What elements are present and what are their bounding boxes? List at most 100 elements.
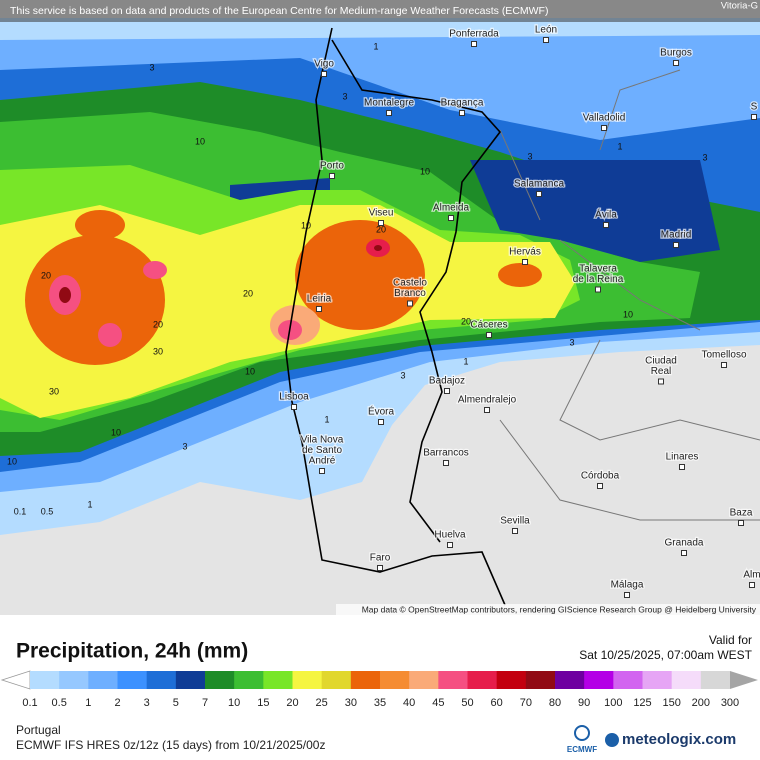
city-marker [522, 259, 528, 265]
contour-label: 1 [87, 499, 92, 509]
colorbar-tick-label: 0.5 [52, 697, 67, 709]
colorbar-cell [205, 671, 235, 689]
city-marker [386, 110, 392, 116]
attribution: Map data © OpenStreetMap contributors, r… [362, 604, 757, 614]
brand-logo [605, 733, 619, 747]
city-label: Faro [370, 553, 391, 564]
colorbar-tick-label: 90 [578, 697, 590, 709]
colorbar-cell [175, 671, 206, 689]
legend-title: Precipitation, 24h (mm) [16, 640, 248, 663]
city-label: Talavera [579, 264, 617, 275]
valid-label: Valid for [709, 633, 752, 647]
field-10 [98, 323, 122, 347]
colorbar-cell [30, 671, 60, 689]
contour-label: 10 [111, 427, 121, 437]
contour-label: 3 [400, 370, 405, 380]
city-marker [751, 114, 757, 120]
city-label: Almendralejo [458, 395, 517, 406]
city-label: Linares [666, 452, 699, 463]
city-marker [444, 388, 450, 394]
city-marker [681, 550, 687, 556]
colorbar-cell [350, 671, 381, 689]
colorbar-tick-label: 0.1 [22, 697, 37, 709]
city-marker [377, 565, 383, 571]
contour-label: 1 [617, 141, 622, 151]
city-label: Ciudad [645, 356, 677, 367]
city-marker [319, 468, 325, 474]
colorbar-tick-label: 50 [461, 697, 473, 709]
colorbar-cell [88, 671, 118, 689]
city-label: Baza [730, 508, 753, 519]
city-marker [471, 41, 477, 47]
contour-label: 0.5 [41, 506, 54, 516]
city-marker [658, 378, 664, 385]
city-marker [329, 173, 335, 179]
contour-label: 20 [243, 288, 253, 298]
city-marker [673, 60, 679, 66]
field-10 [143, 261, 167, 279]
city-label: Vila Nova [301, 435, 344, 446]
city-label: Vigo [314, 59, 334, 70]
contour-label: 20 [41, 270, 51, 280]
corner-city: Vitoria-G [721, 1, 758, 12]
ecmwf-logo [574, 725, 590, 741]
city-marker [679, 464, 685, 470]
city-label: André [309, 456, 336, 467]
city-marker [486, 332, 492, 338]
contour-label: 3 [702, 152, 707, 162]
colorbar-cell [59, 671, 89, 689]
notice-bar [0, 0, 760, 22]
contour-label: 1 [463, 356, 468, 366]
notice: This service is based on data and produc… [10, 5, 548, 17]
city-label: Sevilla [500, 516, 530, 527]
colorbar-tick-label: 150 [662, 697, 680, 709]
contour-label: 1 [373, 41, 378, 51]
precip-field [0, 18, 760, 535]
colorbar-cell [438, 671, 468, 689]
city-marker [459, 110, 465, 116]
city-label: Badajoz [429, 376, 465, 387]
ecmwf-text: ECMWF [567, 745, 597, 754]
brand[interactable]: meteologix.com [622, 731, 736, 748]
colorbar-tick-label: 45 [432, 697, 444, 709]
city-label: Lisboa [279, 392, 309, 403]
field-8 [25, 235, 165, 365]
city-marker [601, 125, 607, 131]
city-label: Málaga [611, 580, 644, 591]
city-marker [543, 37, 549, 43]
colorbar-tick-label: 15 [257, 697, 269, 709]
city-label: Granada [665, 538, 704, 549]
colorbar-cell [700, 671, 731, 689]
contour-label: 10 [195, 136, 205, 146]
contour-label: 3 [527, 151, 532, 161]
valid-time: Sat 10/25/2025, 07:00am WEST [579, 648, 752, 662]
colorbar-tick-label: 300 [721, 697, 739, 709]
colorbar-cell [292, 671, 323, 689]
colorbar-cell [409, 671, 439, 689]
colorbar-tick-label: 100 [604, 697, 622, 709]
city-label: Almeida [433, 203, 470, 214]
colorbar-tick-label: 40 [403, 697, 415, 709]
city-label: Leiria [307, 294, 332, 305]
colorbar-tick-label: 5 [173, 697, 179, 709]
field-12 [59, 287, 71, 303]
contour-label: 10 [7, 456, 17, 466]
city-label: Ponferrada [449, 29, 499, 40]
city-marker [512, 528, 518, 534]
city-label: Real [651, 366, 672, 377]
colorbar-cell [613, 671, 643, 689]
city-label: Córdoba [581, 471, 620, 482]
field-8 [75, 210, 125, 240]
contour-label: 0.1 [14, 506, 27, 516]
region: Portugal [16, 723, 61, 737]
model-info: ECMWF IFS HRES 0z/12z (15 days) from 10/… [16, 738, 325, 752]
city-marker [291, 404, 297, 410]
city-marker [378, 220, 384, 226]
city-label: León [535, 25, 557, 36]
city-label: Tomelloso [701, 350, 746, 361]
city-label: Cáceres [470, 320, 507, 331]
city-marker [407, 300, 413, 307]
contour-label: 20 [461, 316, 471, 326]
city-label: Valladolid [583, 113, 626, 124]
colorbar-tick-label: 1 [85, 697, 91, 709]
